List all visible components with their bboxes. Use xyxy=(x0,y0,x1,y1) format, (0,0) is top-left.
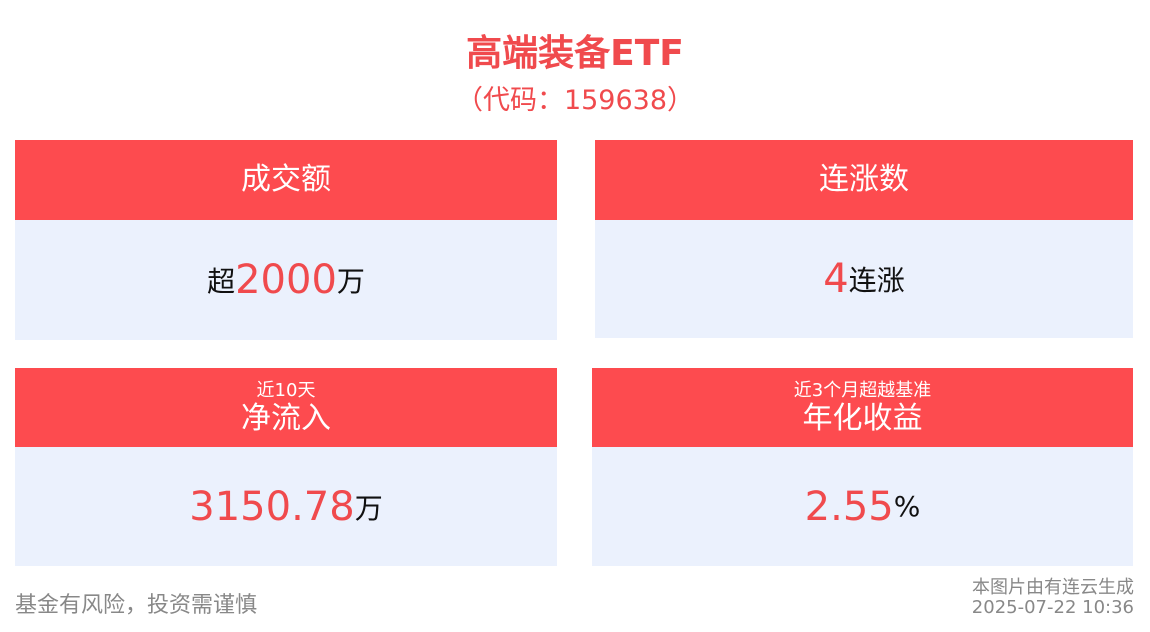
value-number: 2.55 xyxy=(804,483,894,530)
timestamp: 2025-07-22 10:36 xyxy=(971,597,1134,618)
card-header: 成交额 xyxy=(15,140,557,220)
card-header: 近10天 净流入 xyxy=(15,368,557,447)
card-sublabel: 近10天 xyxy=(256,379,316,401)
value-number: 3150.78 xyxy=(189,483,355,530)
card-body: 4 连涨 xyxy=(595,220,1133,338)
card-body: 2.55% xyxy=(592,447,1133,566)
card-label: 净流入 xyxy=(241,400,331,436)
value-number: 4 xyxy=(823,256,849,302)
disclaimer: 基金有风险，投资需谨慎 xyxy=(15,593,258,618)
value-prefix: 超 xyxy=(207,265,236,298)
card-sublabel: 近3个月超越基准 xyxy=(793,379,932,401)
value-suffix: 万 xyxy=(336,265,365,298)
source: 本图片由有连云生成 xyxy=(972,577,1134,598)
card: 成交额 超 2000 万 xyxy=(15,140,557,340)
title: 高端装备ETF xyxy=(466,33,684,74)
card-label: 年化收益 xyxy=(802,400,923,436)
value-number: 2000 xyxy=(235,257,337,303)
card-header: 近3个月超越基准 年化收益 xyxy=(592,368,1133,447)
card-body: 3150.78 万 xyxy=(15,447,557,566)
value-suffix: % xyxy=(893,490,921,523)
card-header: 连涨数 xyxy=(595,140,1133,220)
card-label: 连涨数 xyxy=(819,162,909,197)
value-suffix: 万 xyxy=(354,491,383,525)
card: 近3个月超越基准 年化收益 2.55% xyxy=(592,368,1133,566)
value-suffix: 连涨 xyxy=(848,264,905,297)
card-body: 超 2000 万 xyxy=(15,220,557,340)
card: 近10天 净流入 3150.78 万 xyxy=(15,368,557,566)
subtitle: （代码：159638） xyxy=(455,85,695,116)
source-note: 本图片由有连云生成 2025-07-22 10:36 xyxy=(972,578,1134,618)
card: 连涨数 4 连涨 xyxy=(595,140,1133,338)
card-label: 成交额 xyxy=(241,162,331,197)
